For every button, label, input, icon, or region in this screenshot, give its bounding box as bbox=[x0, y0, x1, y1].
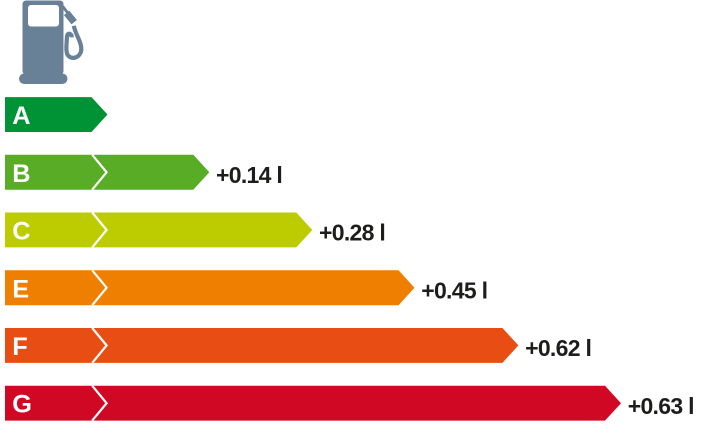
svg-text:+0.14 l: +0.14 l bbox=[216, 162, 283, 188]
svg-text:E: E bbox=[12, 275, 29, 303]
svg-text:A: A bbox=[12, 102, 30, 130]
svg-text:+0.28 l: +0.28 l bbox=[319, 220, 386, 246]
svg-text:B: B bbox=[12, 160, 30, 188]
svg-text:+0.45 l: +0.45 l bbox=[421, 277, 488, 303]
svg-text:G: G bbox=[12, 391, 32, 419]
svg-text:C: C bbox=[12, 218, 30, 246]
svg-text:+0.63 l: +0.63 l bbox=[628, 393, 695, 419]
svg-text:F: F bbox=[12, 333, 27, 361]
svg-text:+0.62 l: +0.62 l bbox=[525, 335, 592, 361]
